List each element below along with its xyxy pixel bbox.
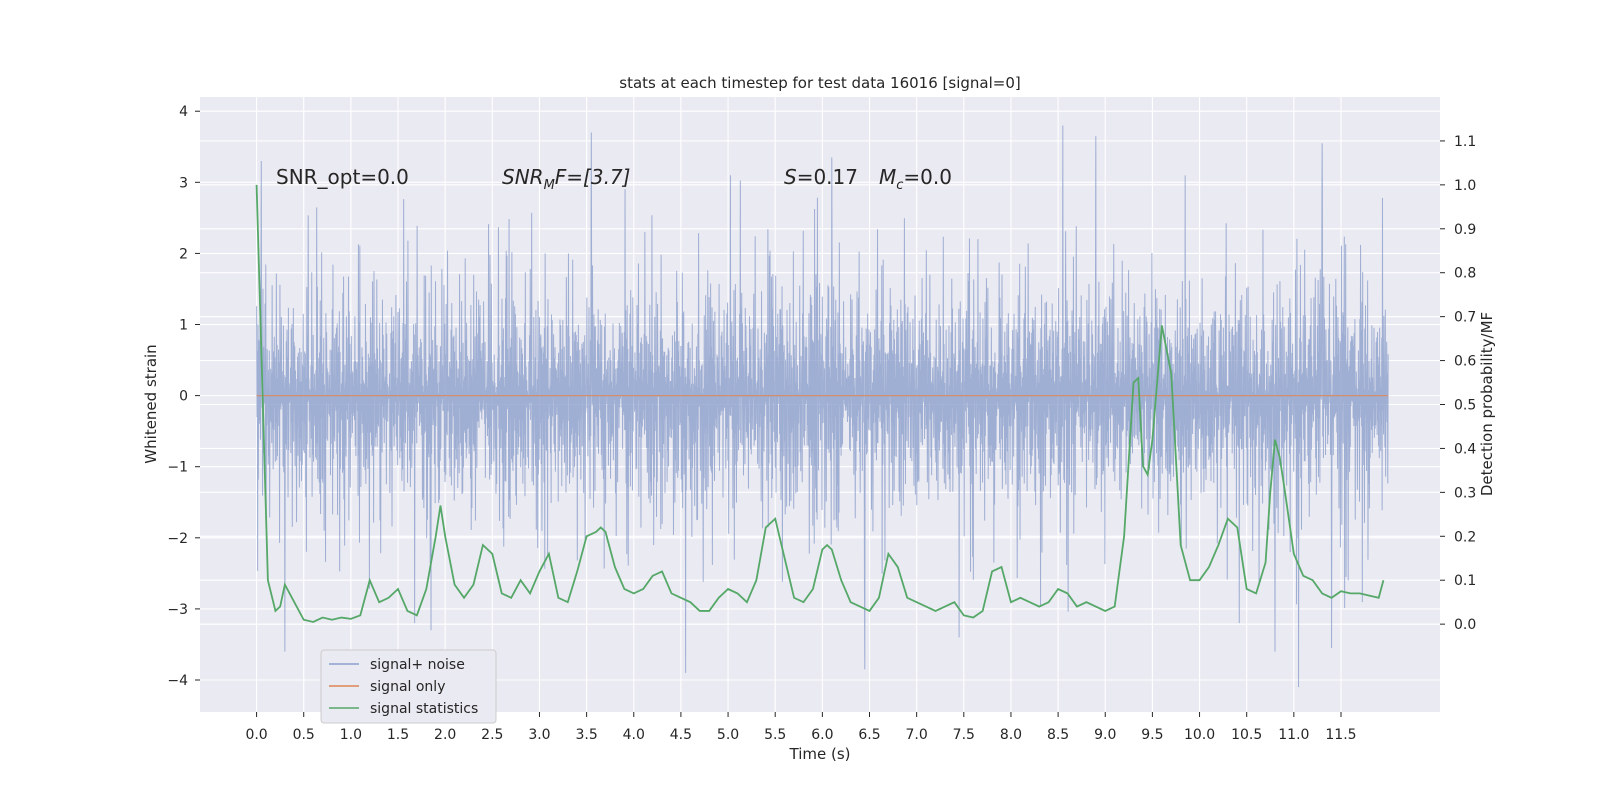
annotation-s: S=0.17 (784, 165, 858, 189)
annotation-mc-sub: c (896, 178, 903, 193)
x-tick-label: 8.0 (1000, 727, 1022, 743)
y2-tick-label: 0.2 (1454, 529, 1476, 545)
y-tick-label: 0 (179, 389, 188, 405)
x-tick-label: 2.5 (481, 727, 503, 743)
annotation-snr-mf-sub: M (544, 178, 555, 193)
legend: signal+ noise signal only signal statist… (320, 649, 497, 724)
annotation-snr-mf-main: SNR (502, 165, 544, 189)
y2-tick-label: 0.5 (1454, 398, 1476, 414)
signal-noise-line (256, 125, 1389, 688)
annotation-mc: Mc=0.0 (879, 165, 952, 193)
y2-axis-label: Detection probability/MF (1478, 312, 1496, 496)
annotation-s-label: S (784, 165, 797, 189)
y2-tick-label: 0.7 (1454, 310, 1476, 326)
x-tick-label: 1.5 (387, 727, 409, 743)
y-axis-ticks: −4 −3 −2 −1 0 1 2 3 4 (167, 104, 200, 689)
x-tick-label: 2.0 (434, 727, 456, 743)
y2-tick-label: 1.0 (1454, 178, 1476, 194)
y2-tick-label: 0.0 (1454, 617, 1476, 633)
annotation-snr-mf: SNRMF=[3.7] (502, 165, 630, 193)
y-tick-label: 3 (179, 175, 188, 191)
y2-tick-label: 1.1 (1454, 134, 1476, 150)
x-tick-label: 1.0 (340, 727, 362, 743)
x-tick-label: 7.0 (906, 727, 928, 743)
x-tick-label: 8.5 (1047, 727, 1069, 743)
annotation-mc-value: =0.0 (903, 165, 952, 189)
y2-tick-label: 0.1 (1454, 573, 1476, 589)
y2-tick-label: 0.8 (1454, 266, 1476, 282)
y-tick-label: 1 (179, 318, 188, 334)
x-tick-label: 11.5 (1325, 727, 1356, 743)
x-tick-label: 10.0 (1184, 727, 1215, 743)
chart-title: stats at each timestep for test data 160… (619, 74, 1020, 92)
y-tick-label: −2 (167, 531, 188, 547)
annotation-s-value: =0.17 (797, 165, 858, 189)
series-signal-noise (256, 125, 1389, 688)
x-tick-label: 5.0 (717, 727, 739, 743)
legend-label-signal-noise: signal+ noise (370, 657, 465, 673)
x-tick-label: 6.5 (858, 727, 880, 743)
y-tick-label: 4 (179, 104, 188, 120)
x-tick-label: 3.5 (575, 727, 597, 743)
x-tick-label: 4.5 (670, 727, 692, 743)
y2-tick-label: 0.6 (1454, 354, 1476, 370)
x-tick-label: 4.0 (623, 727, 645, 743)
x-tick-label: 7.5 (953, 727, 975, 743)
y-tick-label: −3 (167, 602, 188, 618)
x-tick-label: 9.5 (1141, 727, 1163, 743)
annotation-mc-label: M (879, 165, 896, 189)
legend-box (320, 649, 497, 724)
y2-tick-label: 0.3 (1454, 485, 1476, 501)
y-tick-label: −4 (167, 673, 188, 689)
series-signal-statistics (255, 184, 1385, 623)
x-tick-label: 6.0 (811, 727, 833, 743)
annotation-snr-mf-tail: F=[3.7] (555, 165, 631, 189)
y2-axis-ticks: 0.0 0.1 0.2 0.3 0.4 0.5 0.6 0.7 0.8 0.9 1.0 1.1 (1440, 134, 1476, 633)
y-tick-label: −1 (167, 460, 188, 476)
y2-tick-label: 0.4 (1454, 441, 1476, 457)
x-tick-label: 9.0 (1094, 727, 1116, 743)
x-tick-label: 0.5 (293, 727, 315, 743)
legend-label-signal-only: signal only (370, 679, 445, 695)
x-tick-label: 5.5 (764, 727, 786, 743)
annotation-snr-opt: SNR_opt=0.0 (276, 165, 409, 189)
x-tick-label: 10.5 (1231, 727, 1262, 743)
x-tick-label: 11.0 (1278, 727, 1309, 743)
x-tick-label: 0.0 (245, 727, 267, 743)
x-axis-label: Time (s) (789, 745, 851, 763)
legend-label-signal-statistics: signal statistics (370, 701, 478, 717)
y2-tick-label: 0.9 (1454, 222, 1476, 238)
x-tick-label: 3.0 (528, 727, 550, 743)
y-axis-label: Whitened strain (142, 344, 160, 463)
y-tick-label: 2 (179, 246, 188, 262)
